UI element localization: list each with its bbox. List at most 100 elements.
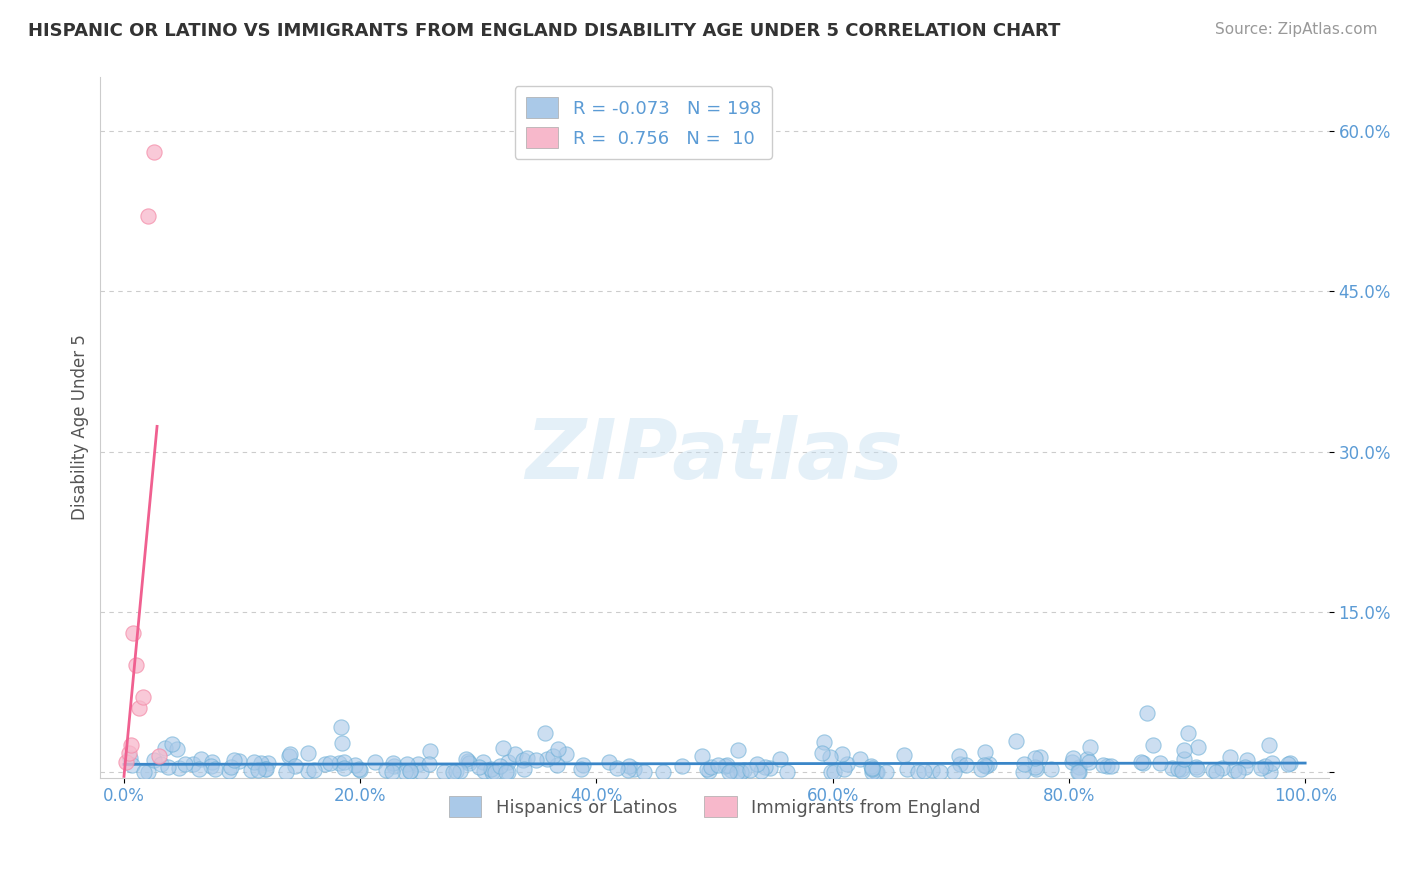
Point [398,764,420,778]
Point [328,756,350,771]
Point [375,763,398,777]
Point [173,756,195,771]
Point [156,760,179,774]
Point [921,763,943,777]
Point [1261,756,1284,770]
Point [865,765,887,780]
Point [456,752,478,766]
Point [713,759,735,773]
Point [1060,755,1083,769]
Point [758,761,780,775]
Point [394,765,416,780]
Point [860,761,883,775]
Point [181,757,204,772]
Point [569,762,592,776]
Point [929,765,952,780]
Point [717,764,740,779]
Point [733,764,755,778]
Point [866,765,889,780]
Point [408,756,430,771]
Point [333,756,356,770]
Point [1202,763,1225,777]
Point [513,762,536,776]
Point [344,758,367,772]
Point [1173,743,1195,757]
Point [314,756,336,771]
Point [1177,726,1199,740]
Point [349,763,371,777]
Point [1024,751,1046,765]
Point [907,765,929,780]
Point [818,749,841,764]
Point [118,746,141,760]
Point [503,747,526,761]
Point [188,762,211,776]
Point [1028,749,1050,764]
Point [1250,761,1272,775]
Point [547,741,569,756]
Point [280,747,302,762]
Point [1211,761,1233,775]
Point [254,763,277,777]
Text: HISPANIC OR LATINO VS IMMIGRANTS FROM ENGLAND DISABILITY AGE UNDER 5 CORRELATION: HISPANIC OR LATINO VS IMMIGRANTS FROM EN… [28,22,1060,40]
Point [769,752,792,766]
Point [304,763,326,777]
Point [1258,738,1281,752]
Point [598,755,620,769]
Point [543,749,565,764]
Point [1205,765,1227,780]
Point [623,762,645,776]
Point [148,749,170,764]
Point [690,749,713,764]
Point [250,756,273,771]
Point [496,756,519,770]
Point [347,763,370,777]
Point [875,765,897,780]
Point [1076,752,1098,766]
Point [243,755,266,769]
Point [1129,755,1152,769]
Point [122,626,145,640]
Point [811,746,834,760]
Point [716,757,738,772]
Point [516,751,538,765]
Point [496,764,519,779]
Point [479,762,502,776]
Point [120,739,142,753]
Point [201,755,224,769]
Point [167,761,190,775]
Point [115,755,138,769]
Point [860,762,883,776]
Point [720,764,742,778]
Point [333,761,356,775]
Point [823,764,845,779]
Point [977,757,1000,772]
Point [671,759,693,773]
Point [1170,762,1192,776]
Point [1067,760,1090,774]
Point [725,765,748,780]
Point [329,720,352,734]
Point [1167,762,1189,776]
Point [1078,755,1101,769]
Point [912,764,935,778]
Y-axis label: Disability Age Under 5: Disability Age Under 5 [72,334,89,520]
Point [150,756,173,771]
Point [973,758,995,772]
Point [1091,758,1114,772]
Point [1258,764,1281,779]
Point [484,765,506,780]
Point [1062,750,1084,764]
Point [606,761,628,775]
Point [572,758,595,772]
Point [820,765,842,780]
Point [1233,760,1256,774]
Point [1149,756,1171,770]
Point [284,759,307,773]
Point [633,765,655,780]
Point [472,764,495,778]
Point [1136,706,1159,721]
Point [745,756,768,771]
Point [495,764,517,779]
Legend: Hispanics or Latinos, Immigrants from England: Hispanics or Latinos, Immigrants from En… [441,789,987,824]
